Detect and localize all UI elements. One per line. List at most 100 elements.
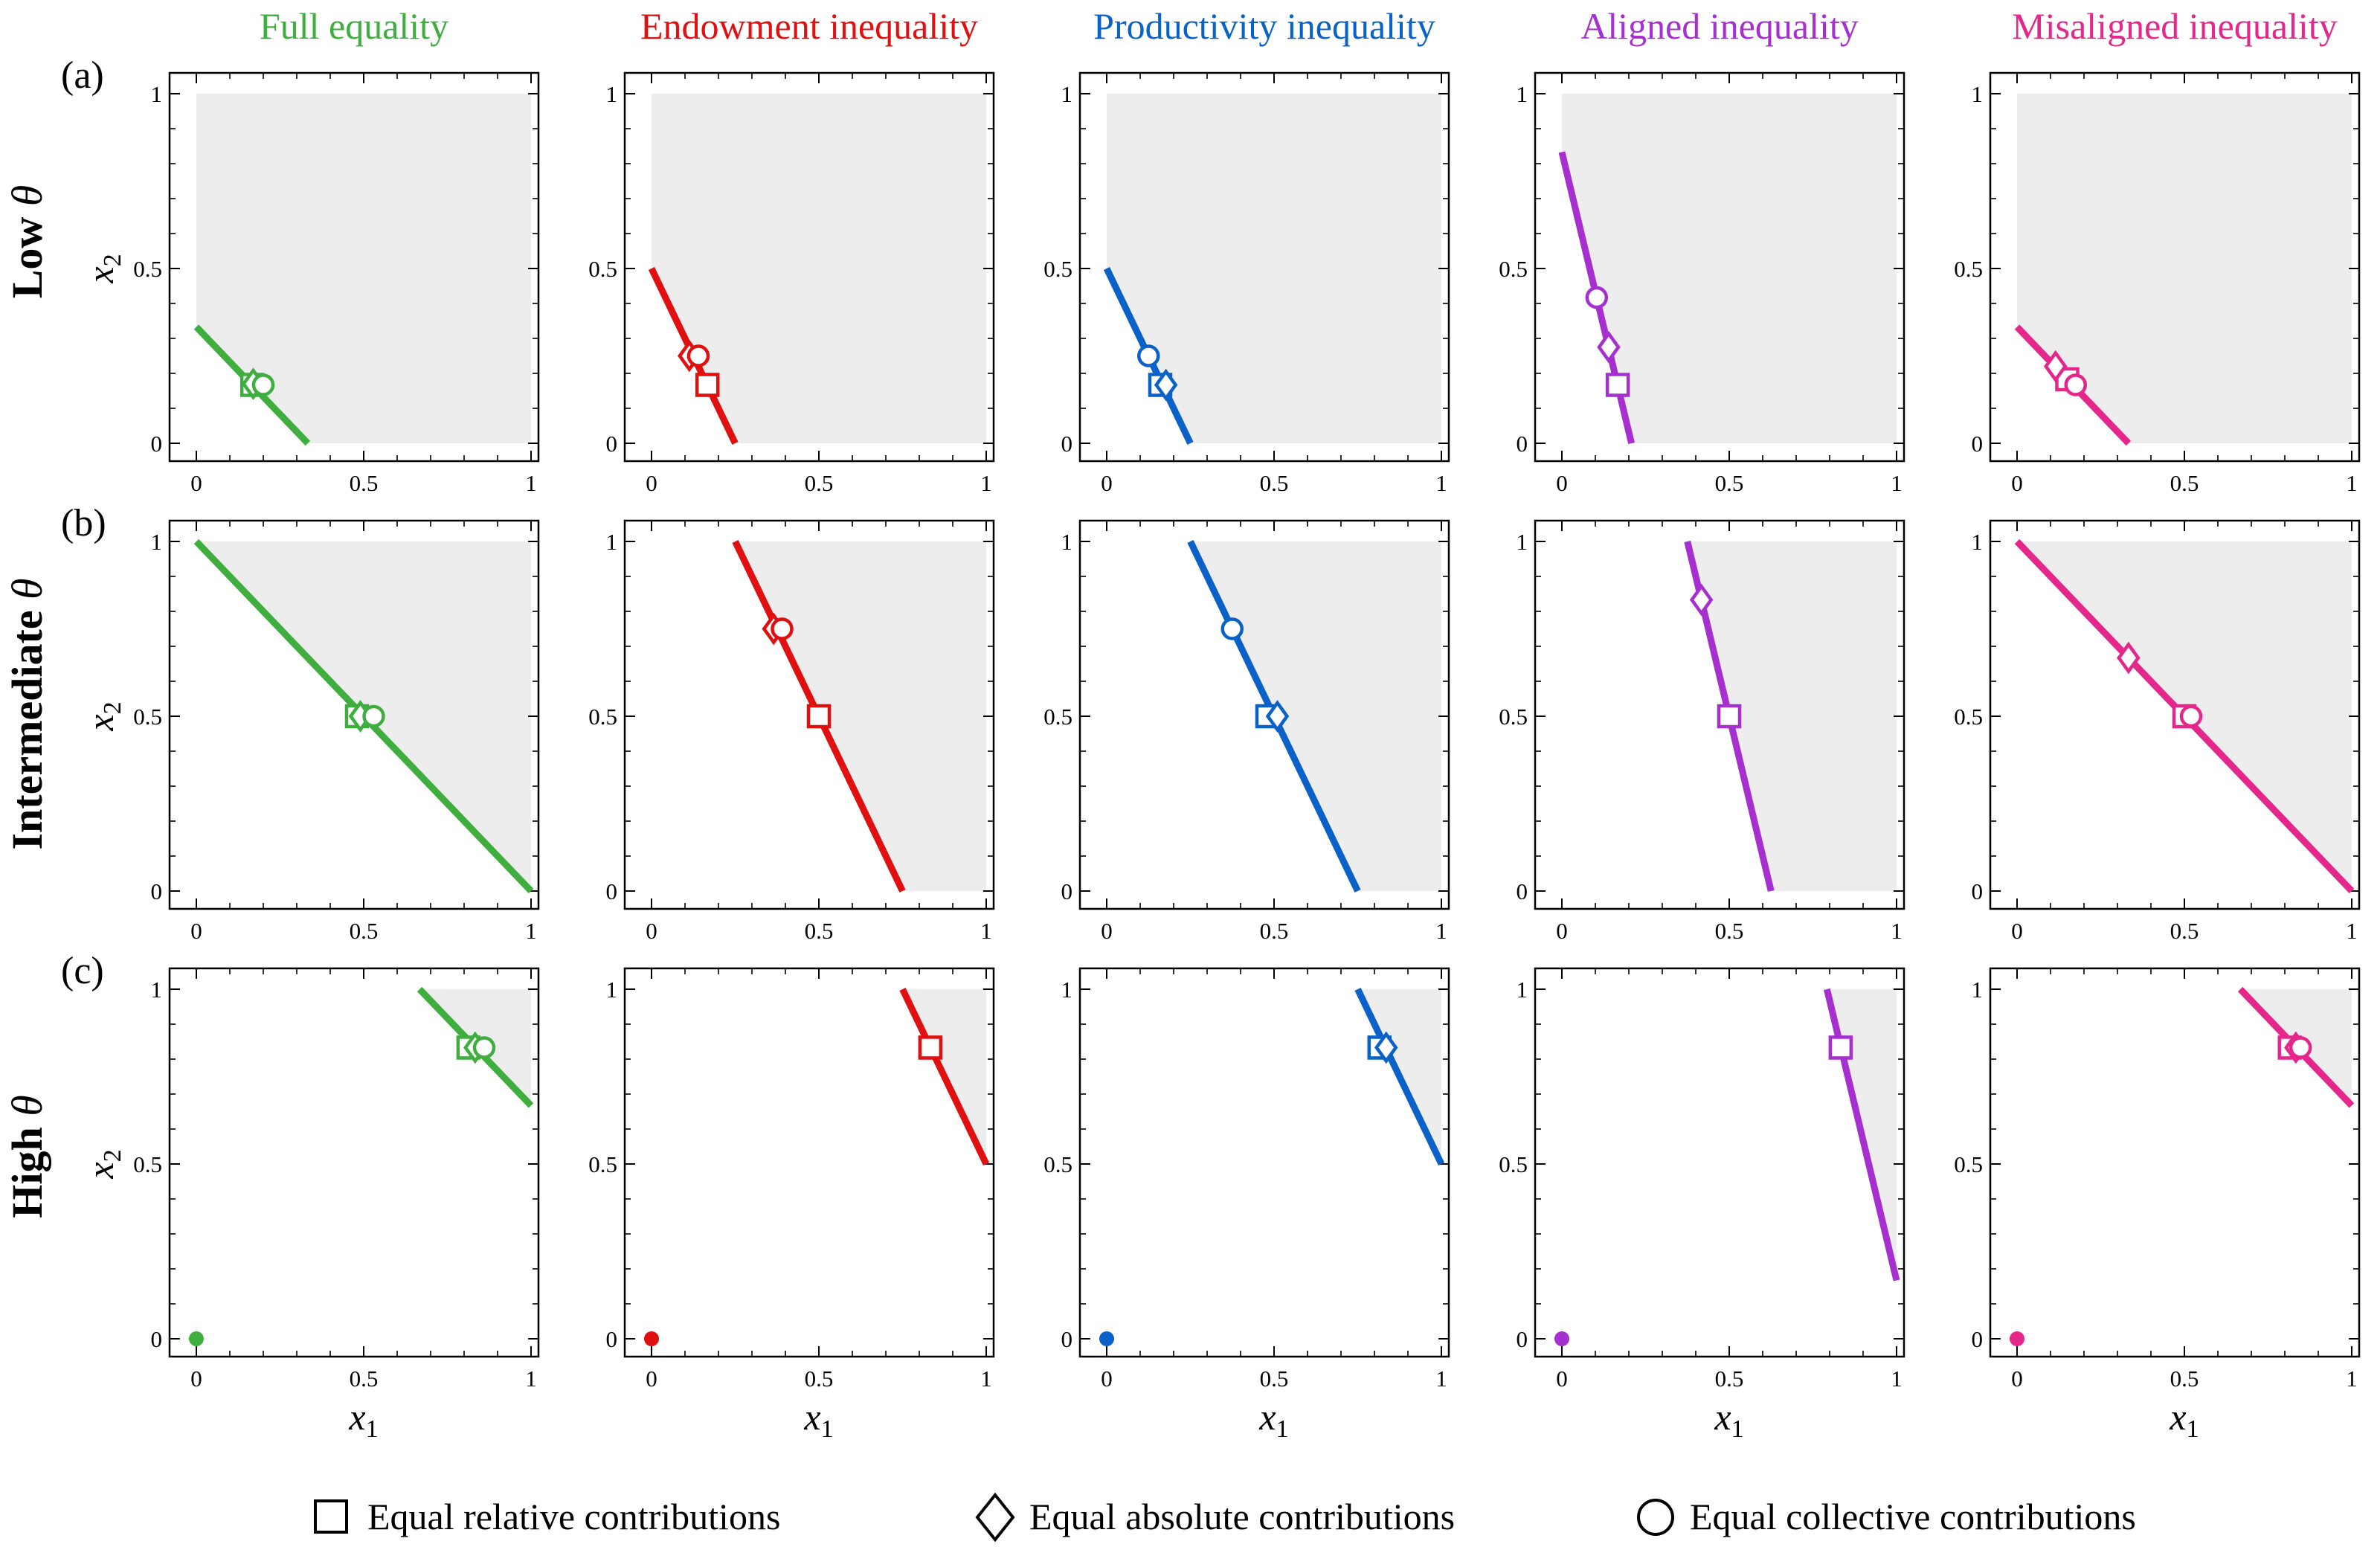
x-tick-label: 0.5 (1260, 918, 1289, 944)
feasible-region (1562, 94, 1897, 443)
equal-relative-marker (1717, 704, 1742, 729)
y-tick-label: 0 (1517, 1326, 1528, 1352)
legend-label-relative: Equal relative contributions (367, 1496, 780, 1537)
x-tick-label: 0.5 (2170, 918, 2199, 944)
x-tick-label: 1 (1891, 1366, 1903, 1392)
y-axis-label: x2 (80, 1149, 126, 1179)
equal-collective-marker (472, 1036, 496, 1059)
y-tick-label: 1 (1061, 81, 1073, 107)
axes-frame (168, 519, 540, 910)
y-tick-label: 0.5 (1043, 256, 1072, 282)
equal-collective-marker (362, 704, 385, 728)
x-tick-label: 0 (1101, 470, 1113, 496)
legend-diamond-icon (975, 1492, 1015, 1543)
feasible-region (1107, 94, 1441, 443)
y-tick-label: 0.5 (1954, 1151, 1983, 1177)
origin-point (644, 1331, 659, 1346)
axes-frame (1534, 71, 1905, 463)
equal-collective-marker (1137, 344, 1160, 367)
x-axis-label-subscript: 1 (2187, 1415, 2199, 1443)
y-tick-label: 0 (1972, 1326, 1984, 1352)
row-label-main: Intermediate (3, 599, 51, 850)
y-tick-label: 1 (1517, 529, 1528, 555)
y-tick-label: 0.5 (1499, 1151, 1528, 1177)
equal-collective-marker (1585, 286, 1609, 309)
feasible-region (2017, 94, 2352, 443)
equal-relative-marker (1605, 373, 1630, 397)
y-tick-label: 0.5 (1499, 704, 1528, 730)
x-tick-label: 0 (1556, 1366, 1568, 1392)
panel-r0-c4: 0 0 0.5 0.5 1 1 (1954, 71, 2361, 496)
row-label-symbol: θ (3, 1095, 51, 1116)
budget-line (899, 988, 990, 1165)
feasible-region (1190, 541, 1441, 891)
equal-collective-marker (2289, 1036, 2312, 1059)
x-tick-label: 1 (980, 918, 992, 944)
y-tick-label: 1 (1972, 977, 1984, 1003)
panel-r0-c1: 0 0 0.5 0.5 1 1 (588, 71, 995, 496)
axes-frame (1989, 519, 2361, 910)
column-title: Aligned inequality (1580, 5, 1859, 47)
legend-circle-icon (1637, 1499, 1674, 1536)
equal-collective-marker (251, 373, 275, 396)
equal-collective-marker (771, 617, 794, 640)
origin-point (189, 1331, 204, 1346)
row-label-main: Low (3, 206, 51, 298)
x-tick-label: 0.5 (805, 918, 834, 944)
y-tick-label: 0 (606, 878, 618, 904)
legend: Equal relative contributions Equal absolu… (314, 1492, 2136, 1543)
y-tick-label: 1 (1061, 529, 1073, 555)
x-tick-label: 0 (1556, 470, 1568, 496)
feasible-region (1687, 541, 1897, 891)
axes-frame (1078, 967, 1450, 1358)
column-title: Full equality (260, 5, 448, 47)
y-axis-label-base: x (80, 714, 121, 731)
panel-r0-c2: 0 0 0.5 0.5 1 1 (1043, 71, 1450, 496)
y-tick-label: 0 (606, 1326, 618, 1352)
x-tick-label: 1 (2346, 470, 2358, 496)
y-tick-label: 0.5 (588, 1151, 617, 1177)
equal-absolute-marker (1597, 330, 1621, 364)
x-tick-label: 1 (2346, 1366, 2358, 1392)
x-tick-label: 0.5 (1715, 918, 1744, 944)
y-tick-label: 0.5 (1954, 704, 1983, 730)
axes-frame (623, 519, 995, 910)
panel-r1-c2: 0 0 0.5 0.5 1 1 (1043, 519, 1450, 944)
row-label-symbol: θ (3, 578, 51, 599)
x-tick-label: 1 (1435, 1366, 1447, 1392)
equal-absolute-marker (1374, 1031, 1398, 1064)
equal-collective-marker (1220, 617, 1244, 640)
x-axis-label-subscript: 1 (1731, 1415, 1744, 1443)
y-axis-label: x2 (80, 701, 126, 731)
x-axis-label-subscript: 1 (821, 1415, 834, 1443)
y-tick-label: 1 (1972, 81, 1984, 107)
origin-point (1099, 1331, 1114, 1346)
x-axis-label: x1 (1714, 1396, 1743, 1443)
y-tick-label: 1 (151, 977, 163, 1003)
x-axis-label-base: x (1714, 1396, 1731, 1438)
equal-relative-marker (806, 704, 832, 729)
row-label: Low θ (3, 185, 51, 299)
x-tick-label: 1 (1435, 470, 1447, 496)
x-axis-label-base: x (1258, 1396, 1276, 1438)
y-tick-label: 0 (606, 431, 618, 457)
column-titles: Full equality Endowment inequality Product… (260, 5, 2338, 47)
y-axis-label-base: x (80, 266, 121, 283)
x-tick-label: 0.5 (350, 918, 379, 944)
feasible-region (196, 94, 531, 443)
panel-letter: (a) (61, 54, 104, 97)
column-title: Misaligned inequality (2012, 5, 2337, 47)
equal-collective-marker (2064, 373, 2087, 396)
panel-letter: (c) (61, 950, 104, 992)
y-tick-label: 1 (151, 81, 163, 107)
equal-absolute-marker (1265, 700, 1290, 733)
y-tick-label: 0.5 (133, 704, 162, 730)
x-tick-label: 0 (190, 1366, 202, 1392)
x-tick-label: 0 (1556, 918, 1568, 944)
x-axis-label: x1 (803, 1396, 833, 1443)
axes-frame (168, 71, 540, 463)
row-label: Intermediate θ (3, 578, 51, 849)
x-axis-label-base: x (2169, 1396, 2186, 1438)
